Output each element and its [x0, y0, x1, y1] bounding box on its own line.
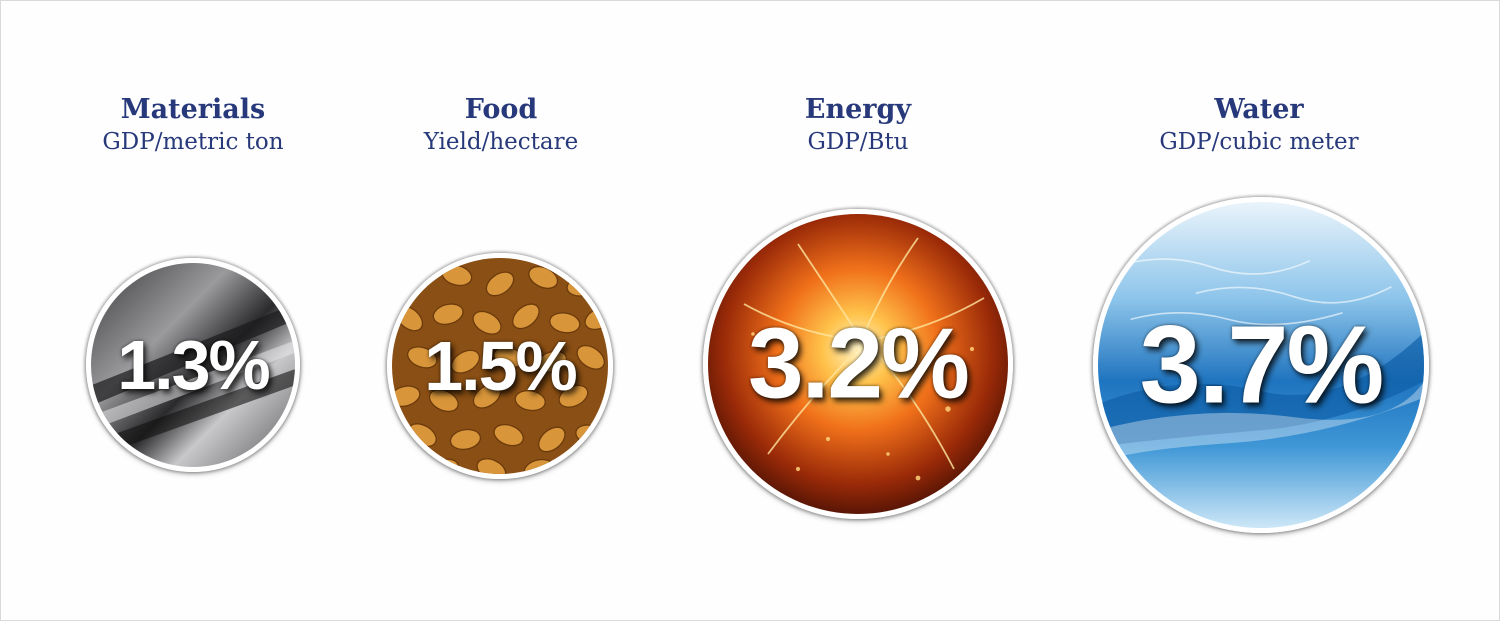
wheat-grains-image — [392, 258, 608, 474]
brushed-steel-image — [91, 263, 295, 467]
materials-value: 1.3% — [117, 326, 271, 404]
water-title: Water — [1214, 94, 1304, 125]
food-title: Food — [464, 94, 538, 125]
materials-circle: 1.3% — [86, 258, 300, 472]
energy-value: 3.2% — [748, 307, 970, 420]
water-circle: 3.7% — [1093, 197, 1429, 533]
materials-title: Materials — [120, 94, 266, 125]
water-header: Water GDP/cubic meter — [1119, 93, 1399, 157]
energy-header: Energy GDP/Btu — [738, 93, 978, 157]
fire-explosion-image — [708, 214, 1008, 514]
materials-header: Materials GDP/metric ton — [63, 93, 323, 157]
food-circle: 1.5% — [387, 253, 613, 479]
water-value: 3.7% — [1139, 303, 1385, 427]
food-header: Food Yield/hectare — [381, 93, 621, 157]
food-unit: Yield/hectare — [423, 129, 579, 155]
water-wave-image — [1098, 202, 1424, 528]
energy-title: Energy — [804, 94, 912, 125]
energy-circle: 3.2% — [703, 209, 1013, 519]
materials-unit: GDP/metric ton — [102, 129, 284, 155]
water-unit: GDP/cubic meter — [1159, 129, 1359, 155]
food-value: 1.5% — [424, 327, 578, 405]
energy-unit: GDP/Btu — [807, 129, 909, 155]
